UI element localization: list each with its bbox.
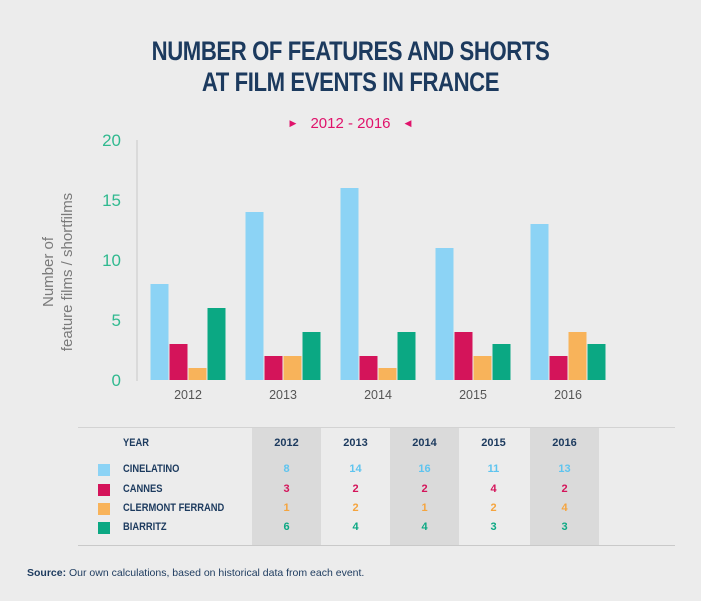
table-cell: 2 <box>490 502 497 514</box>
bar-chart: 0 5 10 15 20 2012 2013 2014 2015 2016 <box>102 131 606 402</box>
table-year-2016: 2016 <box>552 437 577 449</box>
table-row-label: CLERMONT FERRAND <box>123 502 225 514</box>
bar-biarritz-2014 <box>397 332 416 380</box>
x-tick-label: 2016 <box>554 388 582 402</box>
table-top-divider <box>78 427 675 428</box>
table-year-header: YEAR <box>123 437 149 449</box>
source-text: Our own calculations, based on historica… <box>66 567 365 579</box>
bar-clermont-ferrand-2014 <box>378 368 397 380</box>
table-cell: 3 <box>561 521 568 533</box>
legend-swatch <box>98 484 110 496</box>
table-cell: 4 <box>421 521 428 533</box>
chart-title-line-2: AT FILM EVENTS IN FRANCE <box>201 67 500 97</box>
table-cell: 4 <box>561 502 568 514</box>
table-row-label: BIARRITZ <box>123 521 167 533</box>
table-bottom-divider <box>78 545 675 546</box>
bar-cannes-2015 <box>454 332 473 380</box>
table-column-shade <box>252 428 321 545</box>
table-cell: 11 <box>487 463 500 475</box>
bar-biarritz-2013 <box>302 332 321 380</box>
table-cell: 1 <box>283 502 290 514</box>
x-tick-label: 2012 <box>174 388 202 402</box>
bar-cinelatino-2013 <box>245 212 264 380</box>
table-cell: 3 <box>283 483 290 495</box>
table-year-2015: 2015 <box>481 437 506 449</box>
y-tick-label: 10 <box>102 251 121 270</box>
bar-cannes-2014 <box>359 356 378 380</box>
table-cell: 6 <box>283 521 290 533</box>
y-tick-label: 20 <box>102 131 121 150</box>
table-cell: 2 <box>352 483 359 495</box>
table-cell: 1 <box>421 502 428 514</box>
table-cell: 4 <box>352 521 359 533</box>
chart-subtitle: ▶ 2012 - 2016 ◀ <box>0 115 701 132</box>
bar-cannes-2013 <box>264 356 283 380</box>
chart-title-line-1: NUMBER OF FEATURES AND SHORTS <box>151 36 550 66</box>
bar-biarritz-2016 <box>587 344 606 380</box>
bar-clermont-ferrand-2015 <box>473 356 492 380</box>
table-cell: 14 <box>349 463 362 475</box>
table-cell: 8 <box>283 463 290 475</box>
x-tick-label: 2013 <box>269 388 297 402</box>
table-year-2014: 2014 <box>412 437 437 449</box>
bar-cannes-2016 <box>549 356 568 380</box>
y-tick-label: 5 <box>112 311 121 330</box>
bar-biarritz-2015 <box>492 344 511 380</box>
legend-swatch <box>98 503 110 515</box>
table-cell: 2 <box>352 502 359 514</box>
bar-cinelatino-2012 <box>150 284 169 380</box>
bar-clermont-ferrand-2012 <box>188 368 207 380</box>
y-tick-label: 0 <box>112 371 121 390</box>
table-column-shade <box>530 428 599 545</box>
source-note: Source: Our own calculations, based on h… <box>27 567 364 579</box>
bar-cinelatino-2016 <box>530 224 549 380</box>
left-triangle-icon: ◀ <box>404 118 412 128</box>
bar-biarritz-2012 <box>207 308 226 380</box>
right-triangle-icon: ▶ <box>289 118 297 128</box>
table-cell: 16 <box>418 463 431 475</box>
bar-cinelatino-2014 <box>340 188 359 380</box>
table-year-2013: 2013 <box>343 437 368 449</box>
table-cell: 2 <box>421 483 428 495</box>
table-column-shade <box>390 428 459 545</box>
bar-cannes-2012 <box>169 344 188 380</box>
legend-swatch <box>98 464 110 476</box>
y-tick-label: 15 <box>102 191 121 210</box>
bar-clermont-ferrand-2013 <box>283 356 302 380</box>
table-cell: 3 <box>490 521 497 533</box>
table-year-2012: 2012 <box>274 437 299 449</box>
table-cell: 4 <box>490 483 497 495</box>
table-row-label: CINELATINO <box>123 463 180 475</box>
table-cell: 2 <box>561 483 568 495</box>
subtitle-text: 2012 - 2016 <box>310 115 391 132</box>
x-tick-label: 2014 <box>364 388 392 402</box>
chart-title: NUMBER OF FEATURES AND SHORTS AT FILM EV… <box>63 36 638 98</box>
bar-cinelatino-2015 <box>435 248 454 380</box>
table-cell: 13 <box>558 463 571 475</box>
x-tick-label: 2015 <box>459 388 487 402</box>
source-label: Source: <box>27 567 67 579</box>
table-row-label: CANNES <box>123 483 163 495</box>
legend-swatch <box>98 522 110 534</box>
bar-clermont-ferrand-2016 <box>568 332 587 380</box>
